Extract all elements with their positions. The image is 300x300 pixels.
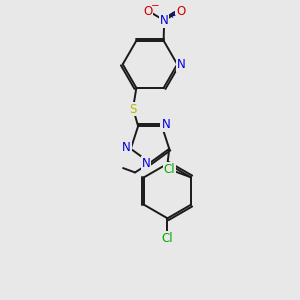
- Text: S: S: [130, 103, 137, 116]
- Text: Cl: Cl: [164, 163, 175, 176]
- Text: N: N: [161, 118, 170, 131]
- Text: Cl: Cl: [162, 232, 173, 245]
- Text: −: −: [151, 1, 160, 11]
- Text: N: N: [160, 14, 169, 27]
- Text: O: O: [143, 4, 152, 18]
- Text: N: N: [122, 141, 131, 154]
- Text: N: N: [177, 58, 185, 71]
- Text: N: N: [142, 157, 151, 170]
- Text: O: O: [176, 4, 185, 18]
- Text: +: +: [168, 11, 175, 20]
